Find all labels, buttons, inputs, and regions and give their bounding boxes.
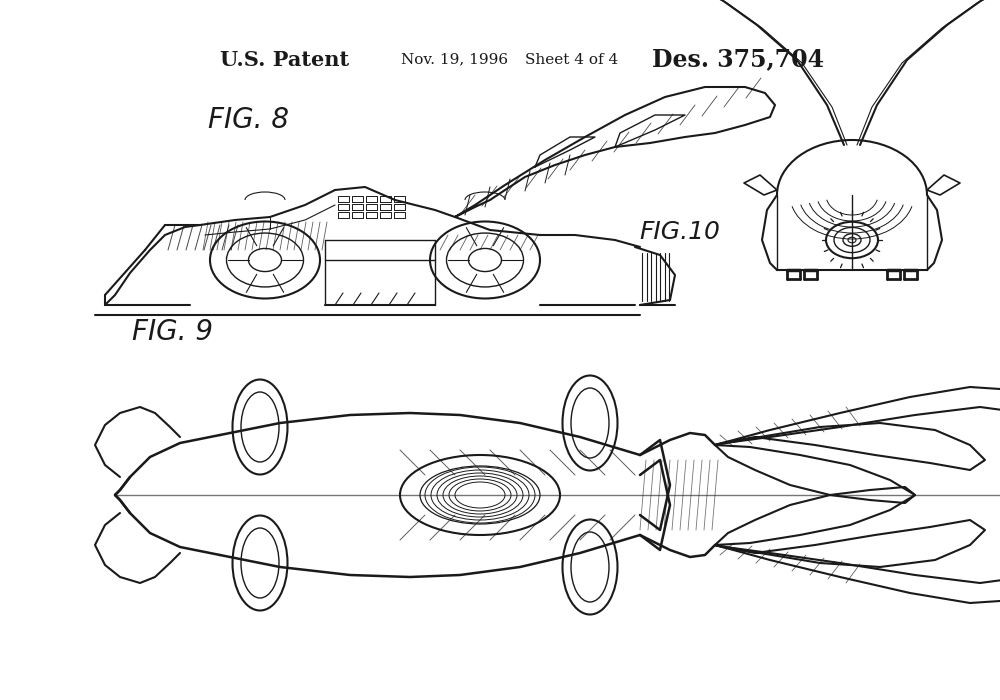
Text: FIG.10: FIG.10 [640, 220, 720, 244]
Text: FIG. 8: FIG. 8 [208, 106, 288, 134]
Text: U.S. Patent: U.S. Patent [220, 50, 350, 69]
Text: Nov. 19, 1996: Nov. 19, 1996 [401, 52, 509, 66]
Text: FIG. 9: FIG. 9 [132, 318, 212, 346]
Text: Sheet 4 of 4: Sheet 4 of 4 [525, 52, 619, 66]
Text: Des. 375,704: Des. 375,704 [652, 48, 824, 71]
